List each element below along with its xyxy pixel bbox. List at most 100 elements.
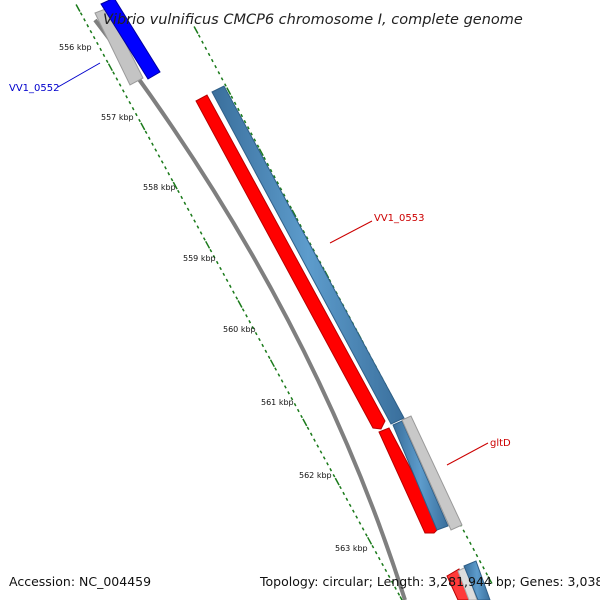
tick-mark [112,71,116,75]
tick-mark [212,254,216,259]
tick-label: 562 kbp [299,471,332,480]
tick-mark [170,178,174,182]
tick-mark [279,187,283,191]
tick-mark [361,527,365,531]
tick-mark [237,300,243,308]
tick-mark [258,337,261,342]
tick-mark [233,101,237,106]
tick-mark [222,272,226,277]
tick-mark [397,592,401,596]
tick-mark [355,515,359,519]
tick-mark [240,113,244,118]
tick-mark [102,53,106,58]
tick-mark [246,126,250,130]
tick-mark [186,207,190,211]
tick-mark [293,402,297,407]
leader-line-vv1-0552 [57,62,101,88]
tick-mark [326,462,329,466]
tick-mark [348,503,352,507]
tick-mark [276,181,280,185]
grey-track-segment-top [94,7,144,86]
tick-mark [277,373,281,377]
tick-mark [387,574,391,578]
tick-mark [269,168,273,173]
tick-mark [264,349,268,354]
tick-mark [230,95,234,99]
gene-label-vv1-0552[interactable]: VV1_0552 [9,83,60,94]
gene-vv1-0553-arrow[interactable] [195,94,386,430]
gene-track-gltd[interactable] [392,420,449,531]
tick-mark [214,64,217,69]
tick-mark [286,199,289,203]
tick-mark [105,59,109,63]
tick-mark [140,122,146,131]
tick-mark [313,438,316,442]
tick-mark [299,223,302,228]
tick-mark [199,231,203,235]
gene-label-vv1-0553[interactable]: VV1_0553 [374,213,425,224]
gene-partial-bottom-red[interactable] [446,568,471,600]
tick-mark [237,107,240,112]
tick-mark [253,138,257,142]
tick-label: 561 kbp [261,398,294,407]
tick-mark [160,160,164,164]
tick-label: 560 kbp [223,325,256,334]
tick-mark [228,284,232,288]
tick-mark [269,359,275,368]
tick-mark [280,379,284,383]
topology-text: Topology: circular; Length: 3,281,944 bp… [259,574,600,589]
tick-mark [399,596,403,600]
gene-label-gltd[interactable]: gltD [490,438,511,449]
tick-labels: 556 kbp 557 kbp 558 kbp 559 kbp 560 kbp … [59,43,368,553]
gene-partial-bottom-blue[interactable] [463,560,491,600]
gene-vv1-0552-arrow[interactable] [100,0,161,80]
tick-mark [390,580,394,584]
tick-mark [205,240,211,249]
tick-mark [295,217,299,222]
tick-mark [287,391,290,395]
tick-mark [220,77,224,81]
tick-mark [89,30,93,34]
tick-mark [322,456,326,460]
tick-mark [305,236,309,240]
tick-mark [79,12,83,16]
tick-mark [254,331,258,336]
tick-mark [374,550,378,555]
tick-mark [289,205,293,209]
tick-mark [273,174,276,179]
tick-mark [172,181,178,190]
tick-mark [118,83,122,87]
tick-mark [219,266,222,271]
tick-label: 559 kbp [183,254,216,263]
tick-mark [345,497,349,502]
tick-mark [291,209,297,218]
tick-mark [300,414,303,419]
tick-mark [190,213,193,217]
tick-mark [282,193,286,197]
tick-mark [201,40,204,44]
tick-mark [358,521,362,525]
tick-mark [99,47,103,52]
tick-mark [241,308,245,312]
tick-mark [125,95,128,99]
tick-mark [225,278,229,282]
tick-mark [128,101,132,105]
tick-mark [121,89,125,93]
gene-track-vv1-0553[interactable] [211,85,405,425]
tick-mark [263,156,266,161]
tick-mark [487,576,493,584]
tick-mark [371,545,375,549]
tick-mark [308,242,312,246]
tick-mark [196,225,200,229]
tick-mark [115,77,119,81]
tick-mark [209,249,213,253]
tick-mark [138,118,141,123]
tick-mark [394,586,397,590]
tick-mark [274,367,278,371]
tick-mark [352,509,355,513]
tick-mark [167,172,171,176]
tick-mark [283,385,287,389]
tick-mark [202,237,206,241]
accession-text: Accession: NC_004459 [9,574,151,589]
tick-mark [267,355,271,359]
